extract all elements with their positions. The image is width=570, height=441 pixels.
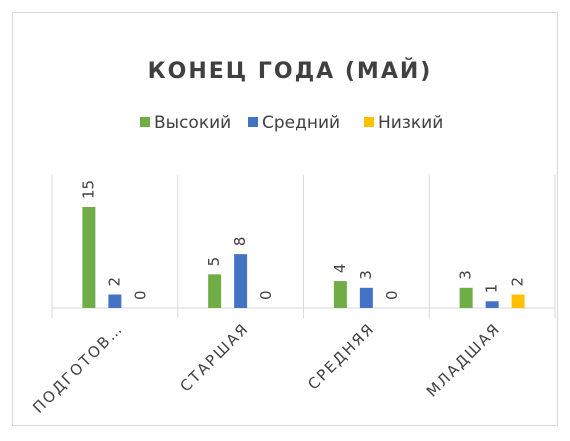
- data-label: 0: [257, 290, 275, 300]
- legend-label: Высокий: [154, 113, 231, 133]
- bar: [208, 274, 222, 308]
- data-label: 5: [205, 257, 223, 267]
- data-label: 4: [331, 264, 349, 274]
- legend-label: Низкий: [378, 113, 443, 133]
- bar: [108, 294, 122, 308]
- legend-swatch: [140, 117, 150, 127]
- data-label: 8: [231, 237, 249, 247]
- bar: [459, 287, 473, 308]
- bar: [511, 294, 525, 308]
- data-label: 1: [483, 284, 501, 294]
- bar: [485, 301, 499, 308]
- bar: [234, 254, 248, 308]
- chart-border: [12, 12, 558, 426]
- bar: [333, 281, 347, 308]
- legend-swatch: [248, 117, 258, 127]
- data-label: 15: [79, 180, 97, 199]
- legend-swatch: [364, 117, 374, 127]
- data-label: 3: [357, 270, 375, 280]
- legend-label: Средний: [262, 113, 340, 133]
- data-label: 0: [383, 290, 401, 300]
- data-label: 3: [457, 270, 475, 280]
- bar: [82, 207, 96, 308]
- bar: [359, 287, 373, 308]
- data-label: 0: [131, 290, 149, 300]
- chart-title: КОНЕЦ ГОДА (МАЙ): [148, 58, 433, 84]
- data-label: 2: [509, 277, 527, 287]
- data-label: 2: [105, 277, 123, 287]
